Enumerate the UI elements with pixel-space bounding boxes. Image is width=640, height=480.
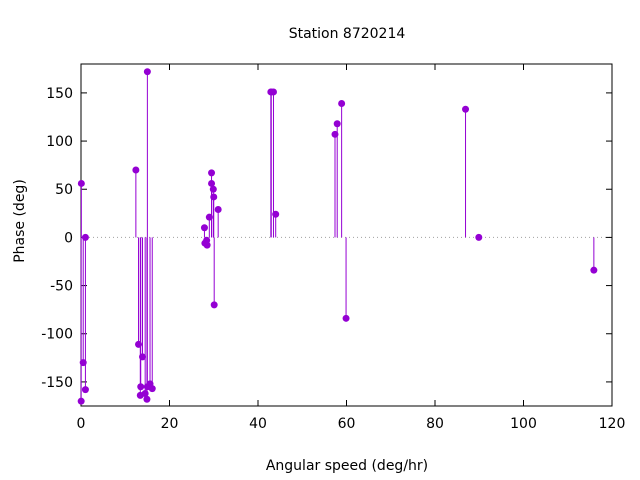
y-axis-label: Phase (deg): [12, 179, 28, 263]
data-point: [272, 210, 280, 218]
y-tick-label: 150: [46, 86, 73, 102]
y-tick-label: 50: [55, 182, 73, 198]
data-point: [269, 88, 277, 96]
x-tick-label: 100: [510, 416, 537, 432]
data-point: [137, 383, 145, 391]
x-tick-label: 60: [338, 416, 356, 432]
data-point: [77, 179, 85, 187]
data-point: [214, 205, 222, 213]
data-point: [462, 105, 470, 113]
data-point: [342, 314, 350, 322]
data-point: [475, 233, 483, 241]
data-point: [132, 166, 140, 174]
data-point: [148, 385, 156, 393]
data-point: [338, 99, 346, 107]
data-point: [590, 266, 598, 274]
data-point: [209, 185, 217, 193]
y-tick-label: 0: [64, 230, 73, 246]
x-axis-label: Angular speed (deg/hr): [266, 458, 428, 474]
data-point: [208, 169, 216, 177]
chart-title: Station 8720214: [289, 26, 406, 42]
data-point: [77, 397, 85, 405]
data-point: [210, 301, 218, 309]
x-tick-label: 80: [426, 416, 444, 432]
y-tick-label: -50: [50, 279, 73, 295]
x-tick-label: 120: [599, 416, 626, 432]
data-point: [210, 193, 218, 201]
y-tick-label: 100: [46, 134, 73, 150]
data-point: [81, 233, 89, 241]
data-point: [139, 353, 147, 361]
data-point: [333, 120, 341, 128]
data-point: [143, 68, 151, 76]
y-tick-label: -100: [41, 327, 73, 343]
data-point: [143, 395, 151, 403]
data-point: [81, 386, 89, 394]
x-tick-label: 20: [161, 416, 179, 432]
data-point: [208, 179, 216, 187]
data-point: [200, 224, 208, 232]
x-tick-label: 40: [249, 416, 267, 432]
x-tick-label: 0: [77, 416, 86, 432]
plot-frame: [80, 63, 613, 407]
y-tick-label: -150: [41, 375, 73, 391]
data-point: [203, 241, 211, 249]
